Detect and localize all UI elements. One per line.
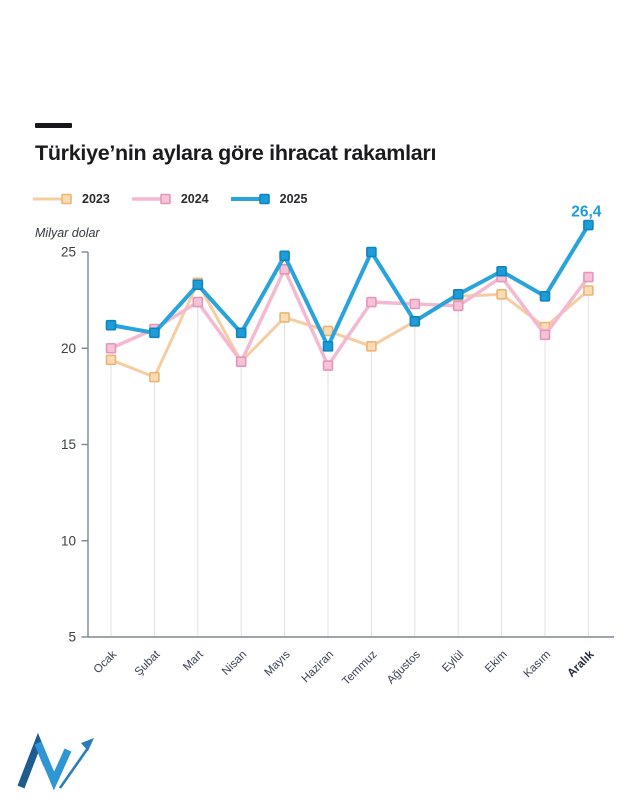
marker-2025-Ağustos	[409, 316, 421, 327]
x-label-Eylül: Eylül	[440, 649, 466, 675]
marker-2023-Ocak	[105, 354, 117, 366]
marker-2024-Ağustos	[409, 298, 421, 310]
marker-2025-Aralık	[583, 219, 594, 231]
x-label-Ocak: Ocak	[92, 648, 120, 676]
x-label-Ağustos: Ağustos	[385, 648, 423, 686]
chart-legend: 2023 2024 2025	[33, 192, 307, 206]
legend-swatch-2023	[33, 193, 72, 205]
line-chart: 5 10 15 20 25 Ocak Şubat Mart Nisan Mayıs Haziran T…	[61, 205, 614, 688]
marker-2024-Ocak	[105, 342, 117, 354]
marker-2023-Ekim	[496, 289, 507, 300]
legend-marker-2024	[160, 193, 171, 205]
marker-2023-Şubat	[149, 371, 160, 383]
marker-2024-Haziran	[322, 360, 334, 371]
marker-2025-Mart	[192, 279, 204, 291]
title-dash	[35, 123, 72, 128]
y-tick-label-15: 15	[61, 437, 76, 452]
y-tick-label-10: 10	[61, 533, 76, 548]
marker-2024-Mart	[192, 296, 204, 308]
legend-marker-2023	[61, 193, 72, 205]
legend-label-2025: 2025	[279, 192, 308, 206]
marker-2023-Temmuz	[366, 341, 377, 352]
series-line-2025	[109, 223, 591, 349]
logo-arrow-icon	[58, 738, 94, 789]
marker-2023-Aralık	[583, 285, 594, 296]
marker-2025-Haziran	[322, 341, 334, 352]
marker-2024-Eylül	[452, 300, 464, 312]
marker-2024-Kasım	[539, 329, 551, 341]
marker-2025-Temmuz	[366, 246, 377, 258]
x-label-Aralık: Aralık	[565, 648, 597, 680]
legend-item-2025: 2025	[230, 192, 308, 206]
y-tick-label-25: 25	[61, 245, 76, 260]
marker-2025-Ekim	[496, 265, 507, 277]
x-label-Mayıs: Mayıs	[263, 648, 293, 678]
legend-item-2024: 2024	[131, 192, 209, 206]
x-label-Nisan: Nisan	[220, 649, 249, 678]
x-label-Mart: Mart	[181, 648, 206, 673]
x-label-Kasım: Kasım	[522, 649, 554, 681]
marker-2025-Eylül	[452, 289, 464, 300]
y-tick-label-5: 5	[68, 630, 76, 645]
marker-2025-Şubat	[149, 327, 160, 339]
legend-marker-2025	[258, 193, 270, 205]
brand-logo	[17, 732, 94, 791]
marker-2025-Ocak	[105, 319, 117, 331]
marker-2023-Haziran	[322, 325, 334, 337]
y-tick-label-20: 20	[61, 341, 76, 356]
marker-2024-Temmuz	[366, 296, 377, 308]
marker-2025-Nisan	[235, 327, 247, 339]
x-label-Haziran: Haziran	[300, 649, 337, 686]
chart-title: Türkiye’nin aylara göre ihracat rakamlar…	[35, 141, 437, 165]
legend-item-2023: 2023	[33, 192, 110, 206]
y-axis-unit-label: Milyar dolar	[35, 226, 100, 240]
marker-2025-Mayıs	[279, 250, 290, 262]
x-label-Ekim: Ekim	[483, 649, 510, 676]
legend-swatch-2025	[230, 193, 270, 205]
legend-label-2024: 2024	[180, 192, 209, 206]
x-label-Temmuz: Temmuz	[340, 648, 379, 687]
series-line-2023	[109, 281, 590, 379]
annotation-value-label: 26,4	[571, 205, 602, 221]
legend-swatch-2024	[131, 193, 171, 205]
legend-label-2023: 2023	[82, 192, 110, 206]
series-line-2024	[109, 267, 591, 368]
x-label-Şubat: Şubat	[133, 648, 163, 678]
marker-2023-Mayıs	[279, 312, 290, 323]
marker-2024-Nisan	[235, 356, 247, 368]
marker-2024-Aralık	[583, 271, 594, 283]
logo-m-icon	[17, 732, 72, 791]
marker-2025-Kasım	[539, 290, 551, 302]
